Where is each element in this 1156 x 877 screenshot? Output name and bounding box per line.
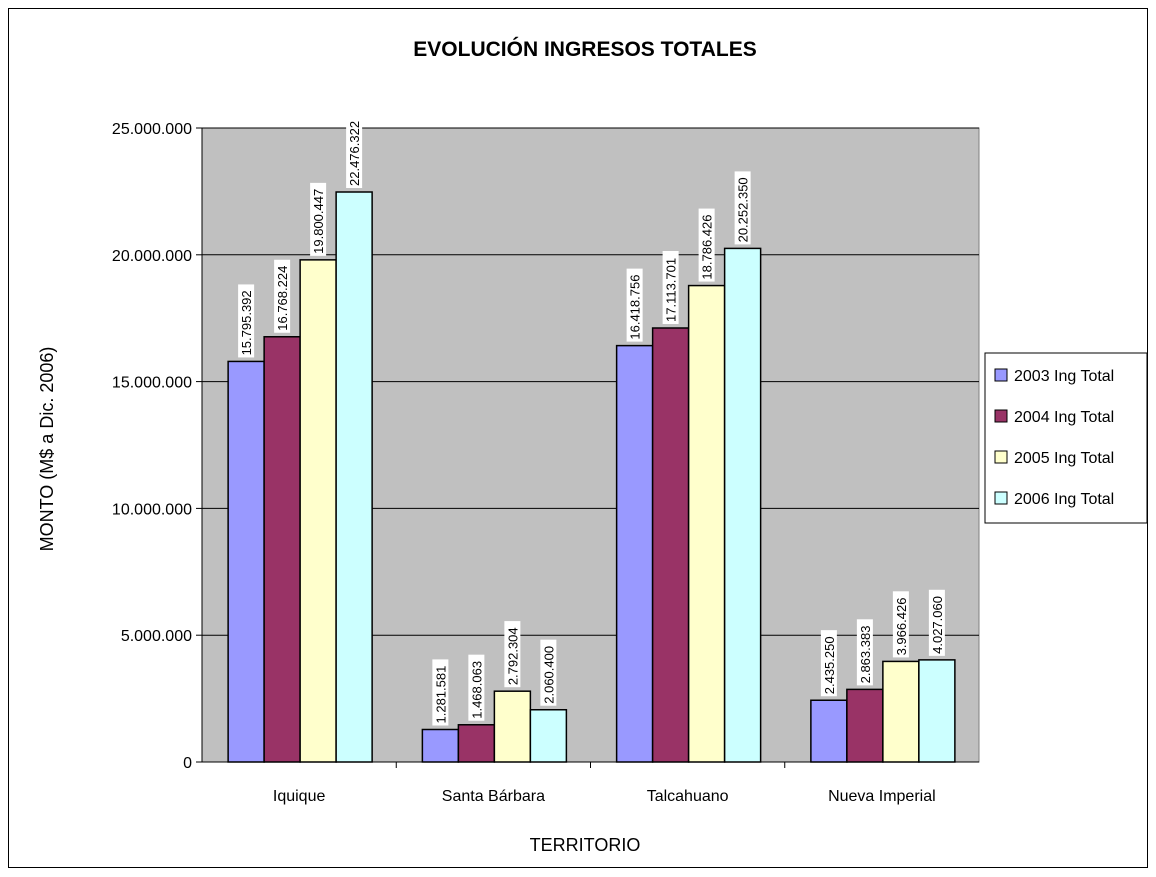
bar [457,724,496,763]
data-label: 1.468.063 [469,661,484,719]
legend-label: 2004 Ing Total [1014,409,1114,426]
bar [651,327,690,763]
data-label-group: 16.768.224 [274,259,291,333]
bar [529,708,568,763]
legend-swatch [994,368,1008,382]
y-tick-label: 15.000.000 [112,375,192,392]
data-label: 19.800.447 [311,189,326,254]
data-label-group: 3.966.426 [892,591,909,658]
data-label: 4.027.060 [930,596,945,654]
data-label-bg [346,115,363,189]
bar [846,688,884,763]
bar [723,247,762,763]
data-label: 2.863.383 [858,626,873,684]
data-label: 16.768.224 [275,266,290,331]
data-label-bg [734,171,751,245]
data-label-bg [432,659,449,726]
data-label-bg [892,591,909,658]
bar [918,659,956,763]
data-label: 15.795.392 [239,290,254,355]
data-label-bg [504,621,521,688]
legend-swatch [994,450,1008,464]
chart-title: EVOLUCIÓN INGRESOS TOTALES [413,37,756,61]
data-label-bg [820,630,837,697]
x-tick-label: Nueva Imperial [828,788,936,805]
bar [227,360,265,763]
data-label-bg [540,639,557,706]
legend-label: 2005 Ing Total [1014,450,1114,467]
data-label-group: 15.795.392 [238,284,255,358]
y-axis-label: MONTO (M$ a Dic. 2006) [37,347,57,552]
data-label: 3.966.426 [894,598,909,656]
x-axis-label: TERRITORIO [530,835,641,855]
bar [421,728,460,763]
data-label-bg [310,182,327,256]
data-label: 2.435.250 [822,636,837,694]
data-label: 20.252.350 [736,177,751,242]
data-label-bg [238,284,255,358]
data-label: 1.281.581 [433,666,448,724]
data-label-group: 18.786.426 [698,208,715,282]
legend-swatch [994,409,1008,423]
y-tick-label: 25.000.000 [112,121,192,138]
data-label: 22.476.322 [347,121,362,186]
data-label-group: 2.792.304 [504,621,521,688]
data-label-group: 17.113.701 [662,250,679,324]
data-label-group: 20.252.350 [734,171,751,245]
data-label: 16.418.756 [628,275,643,340]
y-tick-label: 5.000.000 [121,628,192,645]
bar [493,690,532,763]
data-label-group: 2.060.400 [540,639,557,706]
data-label-group: 2.435.250 [820,630,837,697]
y-tick-label: 10.000.000 [112,501,192,518]
data-label-bg [928,589,945,656]
bar [810,699,848,763]
legend-label: 2003 Ing Total [1014,368,1114,385]
bar [263,336,301,763]
x-tick-label: Iquique [273,788,326,805]
data-label-group: 22.476.322 [346,115,363,189]
legend-swatch [994,491,1008,505]
bar [882,660,920,763]
data-label-bg [274,259,291,333]
data-label-group: 19.800.447 [310,182,327,256]
data-label: 17.113.701 [664,258,679,322]
data-label-bg [468,654,485,721]
legend: 2003 Ing Total 2004 Ing Total 2005 Ing Tot… [984,352,1148,524]
bar [615,344,654,763]
bar [335,191,373,763]
data-label: 2.060.400 [541,646,556,704]
y-tick-label: 20.000.000 [112,248,192,265]
data-label: 18.786.426 [700,214,715,279]
bar [687,284,726,763]
data-label-group: 1.468.063 [468,654,485,721]
x-tick-label: Talcahuano [647,788,729,805]
legend-box [984,352,1148,524]
data-label-bg [662,250,679,324]
plot-area: 0 5.000.000 10.000.000 15.000.000 20.000.000… [112,115,980,805]
data-label-group: 4.027.060 [928,589,945,656]
chart-svg: 0 5.000.000 10.000.000 15.000.000 20.000.000… [37,37,1148,855]
data-label-bg [856,619,873,686]
chart-area: 0 5.000.000 10.000.000 15.000.000 20.000.000… [8,8,1148,868]
y-tick-label: 0 [183,755,192,772]
data-label-bg [698,208,715,282]
legend-label: 2006 Ing Total [1014,491,1114,508]
bar [299,259,337,763]
data-label-group: 16.418.756 [626,268,643,342]
data-label-group: 2.863.383 [856,619,873,686]
data-label: 2.792.304 [505,627,520,685]
x-tick-label: Santa Bárbara [442,788,545,805]
data-label-bg [626,268,643,342]
data-label-group: 1.281.581 [432,659,449,726]
